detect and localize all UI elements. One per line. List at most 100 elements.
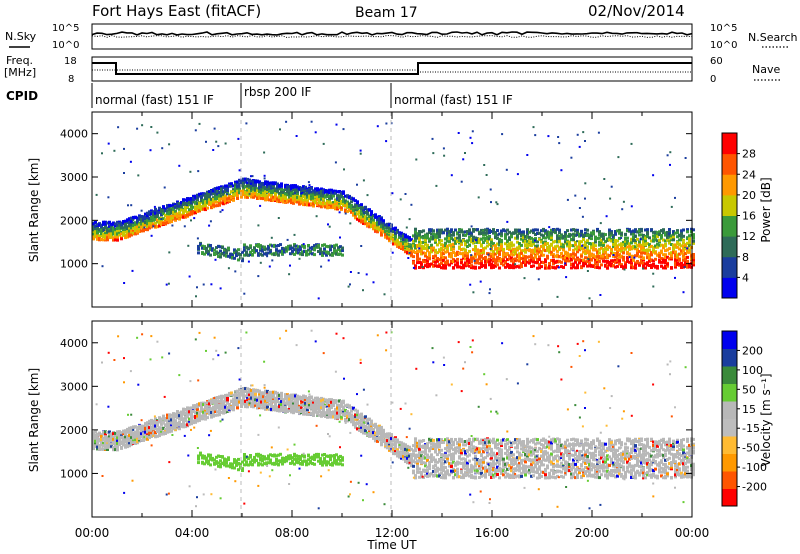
power-echo [311, 247, 314, 251]
power-echo [428, 237, 431, 241]
velocity-echo [108, 437, 111, 441]
power-echo [242, 184, 245, 188]
power-echo [572, 252, 575, 256]
power-echo [692, 236, 695, 240]
power-echo [546, 233, 549, 237]
power-echo [456, 257, 459, 261]
power-echo [494, 244, 497, 248]
power-echo [372, 221, 375, 225]
power-echo [184, 209, 187, 213]
power-echo [220, 197, 223, 201]
power-echo [238, 179, 241, 183]
power-echo [335, 243, 338, 247]
power-echo [578, 240, 581, 244]
power-echo [116, 232, 119, 236]
power-echo [289, 247, 292, 251]
power-echo [290, 192, 293, 196]
power-echo [566, 251, 569, 255]
power-echo [487, 253, 490, 256]
power-echo [255, 244, 258, 247]
power-echo [482, 233, 485, 237]
power-echo [516, 248, 519, 252]
power-echo [632, 232, 635, 236]
power-echo [172, 216, 175, 220]
power-echo [626, 240, 629, 243]
power-echo [508, 266, 511, 270]
power-echo [326, 189, 329, 193]
freq-label-top: Freq. [6, 54, 33, 67]
power-echo [614, 255, 617, 259]
power-echo [474, 236, 477, 240]
power-echo [674, 243, 677, 247]
power-echo [538, 250, 541, 254]
power-echo [512, 250, 515, 254]
power-echo [684, 247, 687, 251]
power-echo [660, 257, 663, 260]
power-echo [648, 253, 651, 257]
power-echo [654, 235, 657, 239]
colorbar-swatch [722, 277, 737, 299]
power-echo [120, 232, 123, 236]
power-echo [538, 237, 541, 241]
power-echo [524, 239, 527, 243]
power-echo [358, 204, 361, 207]
power-echo [508, 263, 511, 267]
power-echo [168, 208, 171, 212]
power-echo [229, 254, 232, 258]
power-echo [222, 190, 225, 194]
y-tick-label: 1000 [60, 258, 88, 271]
power-echo [128, 234, 131, 238]
power-echo [348, 205, 351, 209]
power-echo [460, 248, 463, 251]
power-echo [156, 218, 159, 222]
power-echo [582, 258, 585, 262]
power-echo [496, 248, 499, 252]
power-echo [382, 219, 385, 223]
power-echo [472, 265, 475, 269]
power-echo [204, 207, 207, 211]
power-echo [372, 224, 375, 228]
power-echo [331, 244, 334, 248]
power-echo [328, 194, 331, 198]
power-echo [114, 227, 117, 231]
power-echo [130, 233, 133, 237]
power-echo [650, 263, 653, 267]
power-echo [454, 263, 457, 267]
power-echo [277, 217, 280, 219]
power-echo [568, 244, 571, 248]
power-echo [128, 224, 131, 228]
power-echo [180, 201, 183, 204]
power-echo [188, 210, 191, 214]
power-echo [258, 182, 261, 186]
power-echo [190, 204, 193, 208]
y-tick-label: 2000 [60, 214, 88, 227]
colorbar-swatch [722, 194, 737, 216]
power-echo [584, 249, 587, 253]
power-echo [368, 218, 371, 221]
power-echo [120, 226, 123, 230]
power-echo [165, 283, 168, 286]
power-echo [556, 237, 559, 241]
power-echo [202, 198, 205, 202]
power-echo [210, 203, 213, 207]
nave-trace [92, 69, 692, 73]
power-echo [524, 250, 527, 254]
power-echo [142, 222, 145, 226]
power-echo [440, 258, 443, 262]
power-echo [294, 189, 297, 193]
power-echo [430, 232, 433, 236]
power-echo [512, 253, 515, 257]
power-echo [212, 201, 215, 205]
power-echo [568, 246, 571, 250]
power-echo [203, 245, 206, 249]
power-echo [244, 185, 247, 189]
power-echo [234, 188, 237, 192]
power-echo [284, 195, 287, 199]
colorbar-tick-label: 4 [742, 271, 749, 284]
power-echo [275, 244, 278, 248]
power-echo [470, 254, 473, 258]
power-echo [162, 212, 165, 216]
colorbar-swatch [722, 215, 737, 237]
power-echo [313, 253, 316, 257]
power-echo [646, 252, 649, 256]
